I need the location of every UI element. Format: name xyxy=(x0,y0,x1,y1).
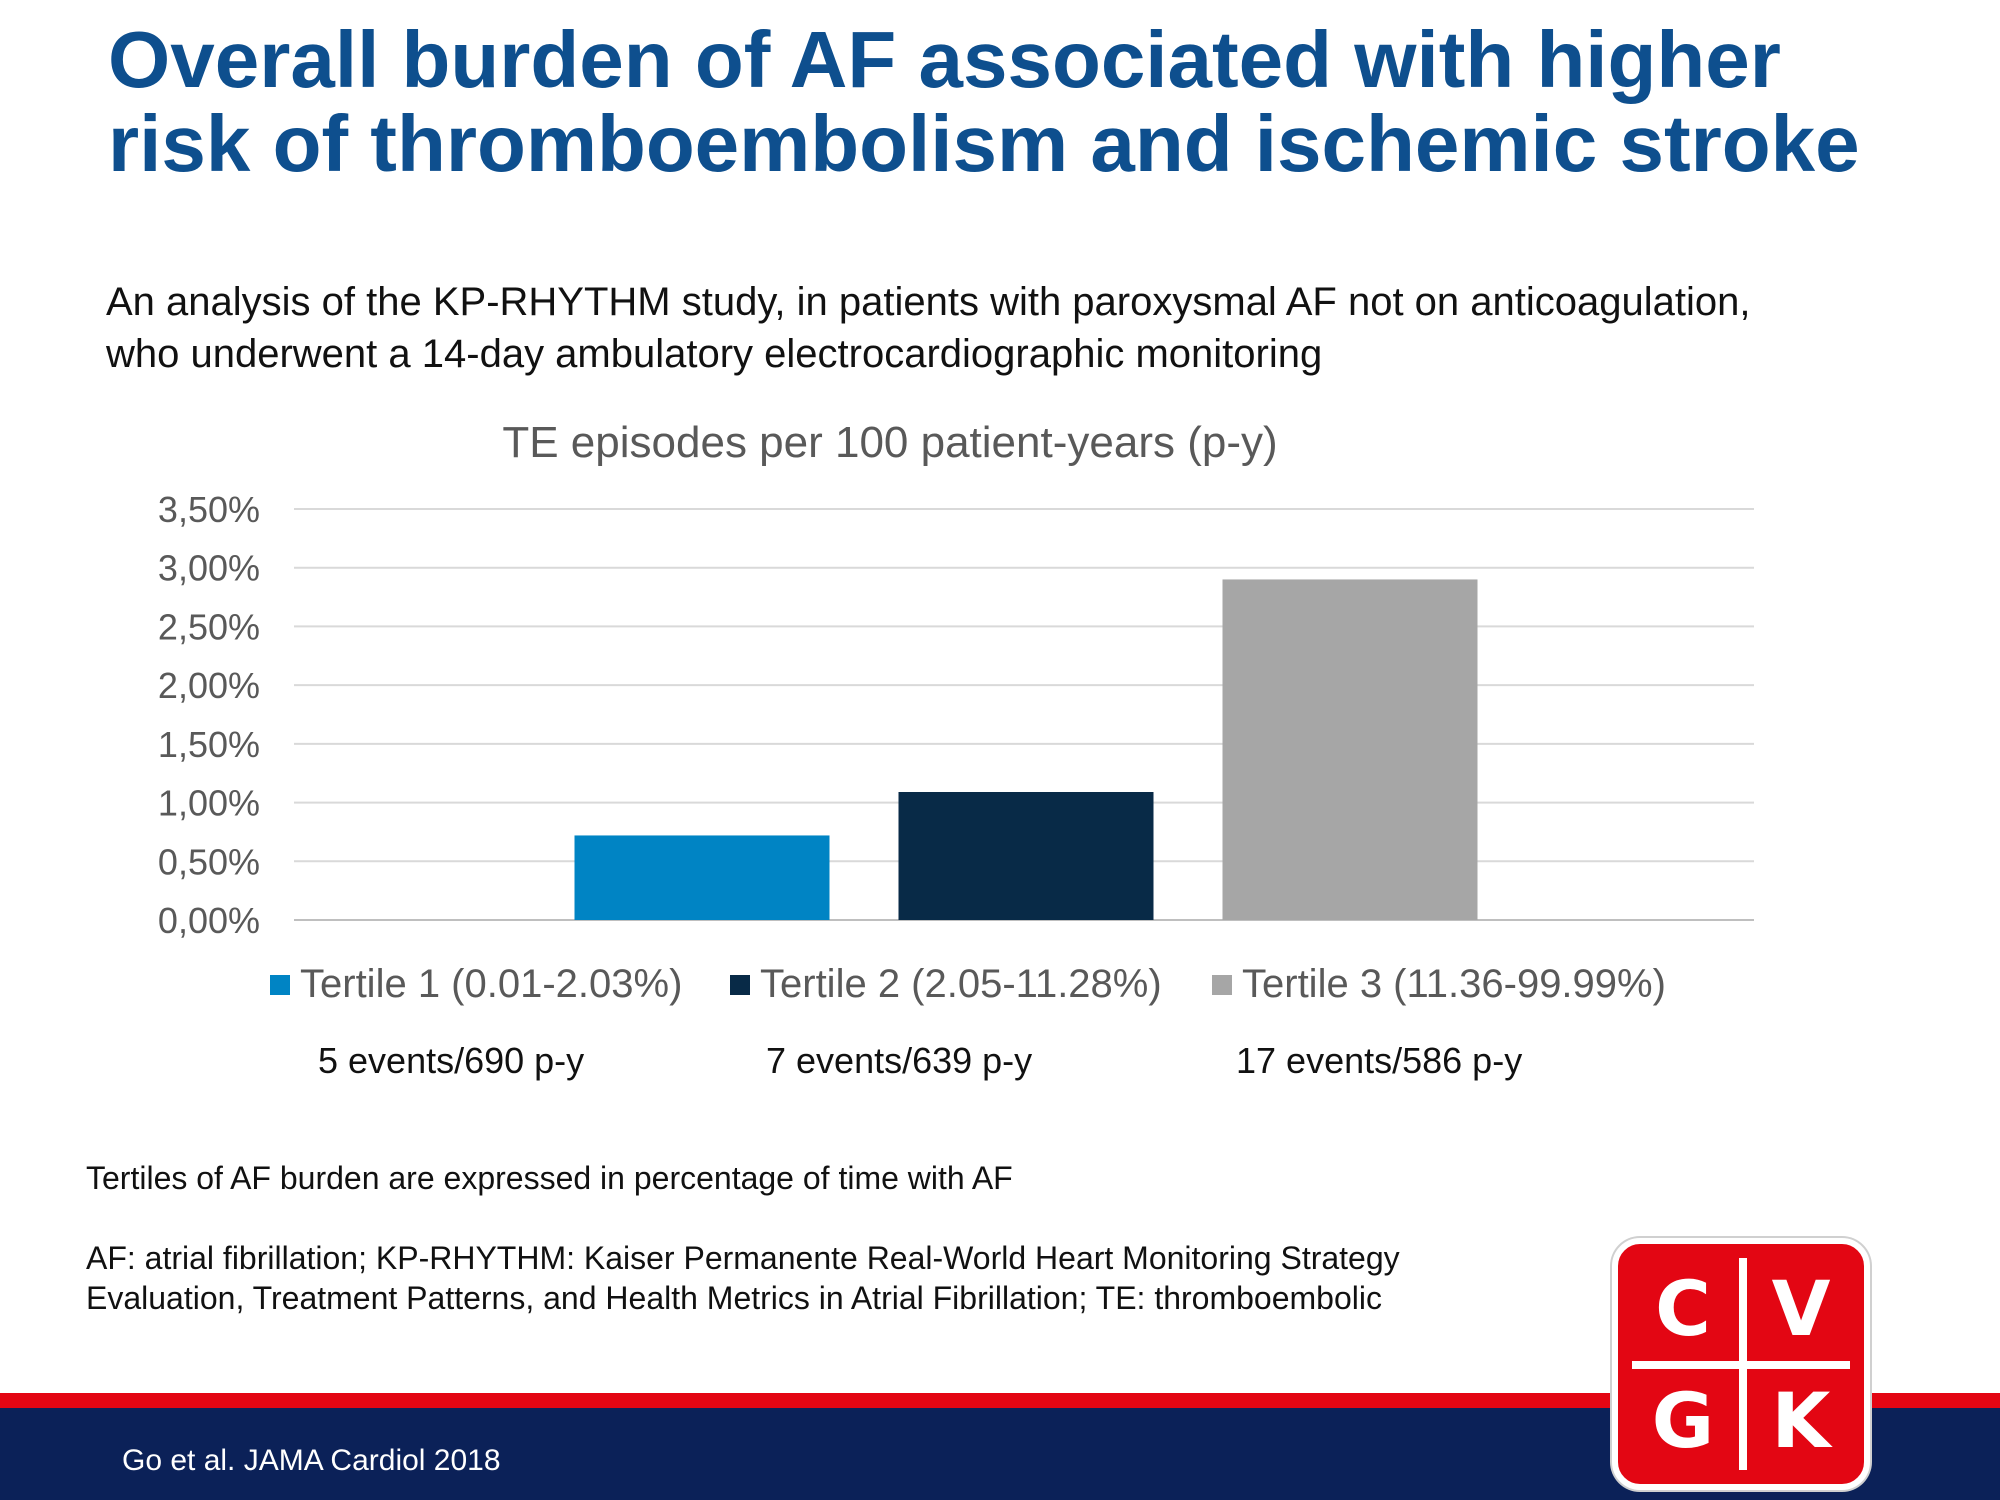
chart-title: TE episodes per 100 patient-years (p-y) xyxy=(502,418,1278,467)
abbreviations-line-2: Evaluation, Treatment Patterns, and Heal… xyxy=(86,1280,1382,1316)
legend-item-tertile-2: Tertile 2 (2.05-11.28%) xyxy=(730,962,1162,1007)
y-tick-label: 0,50% xyxy=(158,841,260,882)
y-tick-label: 3,00% xyxy=(158,548,260,589)
subtitle-line-2: who underwent a 14-day ambulatory electr… xyxy=(106,332,1323,376)
events-label-tertile-3: 17 events/586 p-y xyxy=(1236,1040,1523,1081)
logo-letter-k: K xyxy=(1771,1376,1831,1465)
logo-letter-c: C xyxy=(1655,1264,1711,1353)
tertiles-note: Tertiles of AF burden are expressed in p… xyxy=(86,1160,1013,1196)
events-label-tertile-2: 7 events/639 p-y xyxy=(766,1040,1033,1081)
logo-divider-horizontal xyxy=(1632,1361,1850,1369)
y-tick-label: 0,00% xyxy=(158,900,260,941)
footer-red-stripe xyxy=(0,1393,2000,1408)
logo-letter-v: V xyxy=(1771,1264,1831,1353)
slide-subtitle: An analysis of the KP-RHYTHM study, in p… xyxy=(106,276,1986,380)
footer-citation: Go et al. JAMA Cardiol 2018 xyxy=(122,1444,501,1477)
legend-label-tertile-3: Tertile 3 (11.36-99.99%) xyxy=(1242,962,1666,1006)
legend-item-tertile-1: Tertile 1 (0.01-2.03%) xyxy=(270,962,682,1007)
legend-swatch-tertile-2 xyxy=(730,974,750,995)
bar-tertile-1 xyxy=(574,835,830,920)
legend-item-tertile-3: Tertile 3 (11.36-99.99%) xyxy=(1212,962,1666,1007)
events-label-tertile-1: 5 events/690 p-y xyxy=(318,1040,585,1081)
abbreviations-note: AF: atrial fibrillation; KP-RHYTHM: Kais… xyxy=(86,1238,1400,1318)
abbreviations-line-1: AF: atrial fibrillation; KP-RHYTHM: Kais… xyxy=(86,1240,1400,1276)
bar-tertile-3 xyxy=(1222,579,1478,920)
y-tick-label: 3,50% xyxy=(158,489,260,530)
legend-label-tertile-1: Tertile 1 (0.01-2.03%) xyxy=(300,962,683,1006)
legend-swatch-tertile-1 xyxy=(270,974,290,995)
subtitle-line-1: An analysis of the KP-RHYTHM study, in p… xyxy=(106,280,1751,324)
y-tick-label: 2,00% xyxy=(158,665,260,706)
y-tick-label: 2,50% xyxy=(158,606,260,647)
legend-swatch-tertile-3 xyxy=(1212,974,1232,995)
legend-label-tertile-2: Tertile 2 (2.05-11.28%) xyxy=(760,962,1162,1006)
logo-letter-g: G xyxy=(1651,1376,1715,1465)
cvgk-logo: C V G K xyxy=(1612,1238,1870,1490)
y-tick-label: 1,50% xyxy=(158,724,260,765)
bar-tertile-2 xyxy=(898,792,1154,920)
slide-title: Overall burden of AF associated with hig… xyxy=(108,15,1860,188)
y-tick-label: 1,00% xyxy=(158,783,260,824)
